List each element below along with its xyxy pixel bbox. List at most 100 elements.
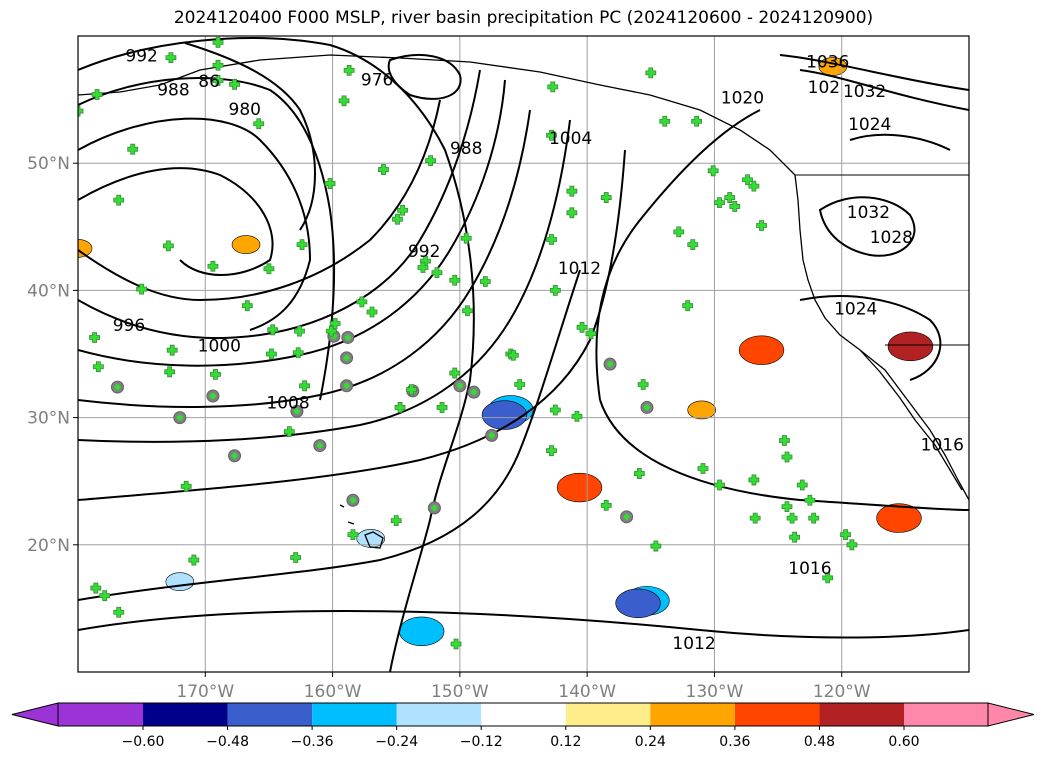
gray-circle-marker-cross <box>456 382 463 389</box>
x-tick-label: 160°W <box>304 682 362 702</box>
gray-circle-marker-cross <box>349 497 356 504</box>
green-plus-marker <box>266 348 277 360</box>
colorbar-tick-label: −0.48 <box>206 734 249 750</box>
precip-region <box>887 331 934 362</box>
isobar <box>78 109 531 408</box>
isobar <box>818 196 916 257</box>
green-plus-marker <box>212 59 224 71</box>
colorbar-tick-label: −0.24 <box>375 734 418 750</box>
green-plus-marker <box>729 201 741 212</box>
colorbar-tick-label: −0.60 <box>122 734 165 750</box>
green-plus-marker <box>779 435 790 446</box>
isobar-label: 1004 <box>549 129 592 149</box>
green-plus-marker <box>241 300 253 312</box>
green-plus-marker <box>756 220 767 231</box>
isobars <box>78 37 969 672</box>
colorbar-tick-label: 0.60 <box>888 734 919 750</box>
precip-region <box>556 472 603 503</box>
y-tick-label: 40°N <box>27 281 70 301</box>
colorbar-segment <box>734 703 820 726</box>
gray-circle-marker-cross <box>431 504 438 511</box>
green-plus-marker <box>748 474 760 486</box>
green-plus-marker <box>91 89 103 100</box>
green-plus-marker <box>786 512 798 524</box>
isobar-label: 1016 <box>921 436 964 456</box>
precip-region <box>398 616 445 646</box>
green-plus-marker <box>547 81 559 93</box>
green-plus-marker <box>324 178 336 189</box>
green-plus-marker <box>449 274 461 286</box>
colorbar-extend-low <box>11 702 59 727</box>
isobar <box>599 399 969 511</box>
green-plus-marker <box>212 75 224 86</box>
green-plus-marker <box>212 36 224 48</box>
isobar <box>184 42 316 231</box>
isobar-label: 1012 <box>558 259 601 279</box>
green-plus-marker <box>549 404 561 416</box>
isobar <box>78 37 475 672</box>
y-tick-label: 20°N <box>27 536 70 556</box>
x-axis-ticks: 170°W 160°W 150°W 140°W 130°W 120°W <box>176 672 871 702</box>
green-plus-marker <box>633 468 645 479</box>
green-plus-marker <box>514 379 526 390</box>
isobar-label: 1024 <box>834 299 877 319</box>
green-plus-marker <box>92 361 104 373</box>
green-plus-marker <box>166 344 178 356</box>
gray-circle-marker-cross <box>607 361 614 368</box>
isobar <box>78 79 506 367</box>
green-plus-marker <box>294 325 305 337</box>
green-plus-marker <box>229 78 240 90</box>
colorbar-extend-high <box>987 702 1035 727</box>
green-plus-marker <box>296 239 308 251</box>
green-plus-marker <box>507 349 519 361</box>
green-plus-marker <box>188 554 200 566</box>
green-plus-marker <box>840 529 851 541</box>
colorbar-tick-label: 0.24 <box>635 734 666 750</box>
green-plus-marker <box>600 192 612 203</box>
green-plus-marker <box>417 262 429 273</box>
green-plus-marker <box>822 572 834 584</box>
coastline-baja <box>859 349 963 491</box>
green-plus-marker <box>479 276 491 287</box>
green-plus-marker <box>796 479 808 491</box>
precipitation-shading <box>78 57 934 646</box>
green-plus-marker <box>325 325 337 337</box>
green-plus-marker <box>691 115 703 127</box>
colorbar-segment <box>481 703 566 726</box>
isobar <box>78 269 581 601</box>
green-plus-marker <box>804 494 816 506</box>
colorbar-segment <box>904 703 988 726</box>
green-plus-marker <box>673 226 685 238</box>
isobar <box>78 167 274 276</box>
precip-region <box>165 572 195 591</box>
green-plus-marker <box>165 52 177 64</box>
isobar-label: 86 <box>198 72 220 92</box>
gray-circle-marker-cross <box>470 389 477 396</box>
isobar <box>387 54 462 100</box>
isobar <box>799 295 942 381</box>
green-plus-marker <box>600 499 612 511</box>
green-plus-marker <box>89 332 100 343</box>
colorbar-segment <box>819 703 904 726</box>
green-plus-marker <box>566 185 578 197</box>
precip-region <box>876 503 922 533</box>
colorbar: −0.60 −0.48 −0.36 −0.24 −0.12 0.12 0.24 0.36 0.4… <box>11 702 1035 750</box>
green-plus-marker <box>210 368 221 380</box>
green-plus-marker <box>571 410 583 422</box>
isobar <box>78 117 312 331</box>
y-axis-ticks: 20°N 30°N 40°N 50°N <box>27 154 78 556</box>
isobar-label: 996 <box>113 316 145 336</box>
green-plus-marker <box>462 305 473 317</box>
green-plus-marker <box>392 213 403 225</box>
x-tick-label: 130°W <box>686 682 744 702</box>
green-plus-marker <box>390 515 402 527</box>
isobar-label: 992 <box>125 46 157 66</box>
green-plus-marker <box>450 638 462 650</box>
chart-title: 2024120400 F000 MSLP, river basin precip… <box>173 8 874 28</box>
isobar <box>849 133 951 151</box>
colorbar-segment <box>58 703 143 726</box>
isobar-label: 1020 <box>721 88 764 108</box>
green-plus-marker <box>290 552 302 563</box>
colorbar-segment <box>565 703 651 726</box>
green-plus-marker <box>781 451 793 463</box>
